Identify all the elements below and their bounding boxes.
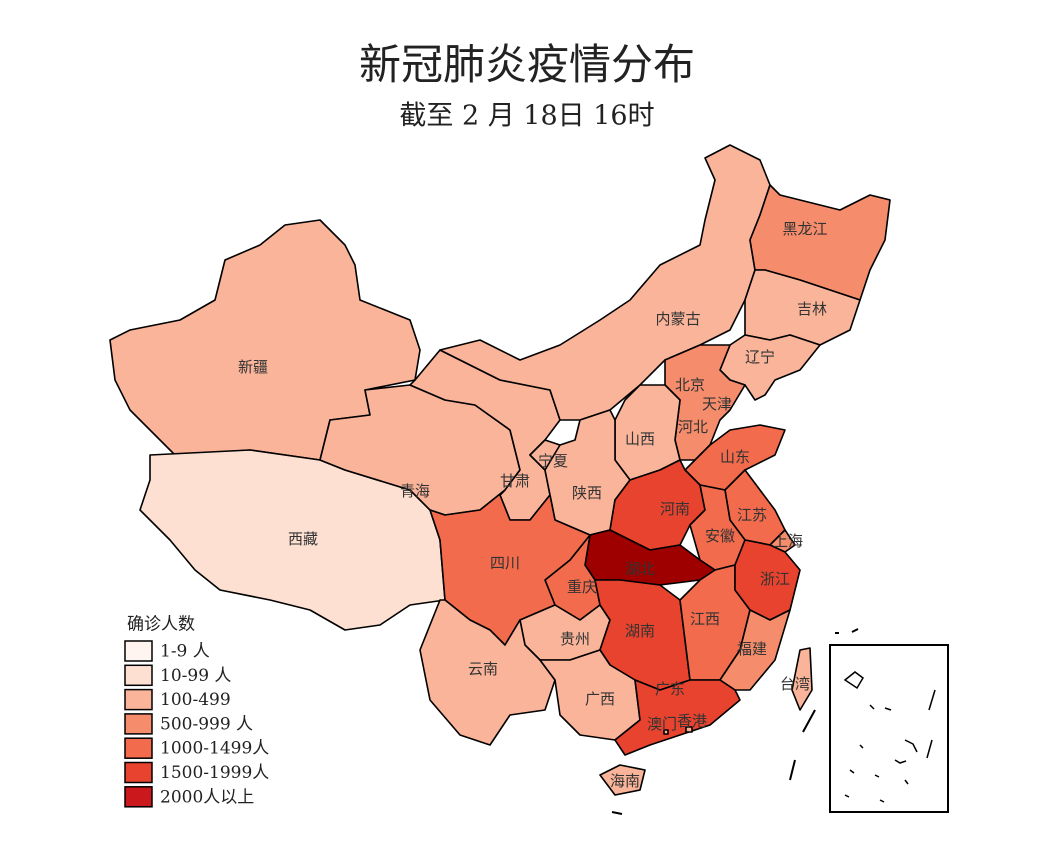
inset-frame xyxy=(829,644,949,813)
legend-title: 确诊人数 xyxy=(127,615,195,635)
province xyxy=(109,219,421,461)
legend-swatch xyxy=(124,786,153,808)
legend-swatch xyxy=(124,664,153,687)
legend-label: 100-499 xyxy=(160,690,231,710)
province-label: 新疆 xyxy=(238,358,268,376)
legend-swatch xyxy=(124,640,153,662)
province xyxy=(663,729,669,735)
province-label: 福建 xyxy=(737,640,767,658)
provinces xyxy=(109,144,891,796)
province-label: 四川 xyxy=(490,554,520,572)
province-label: 上海 xyxy=(773,532,803,550)
title: 新冠肺炎疫情分布 xyxy=(359,40,695,89)
province-label: 河南 xyxy=(660,500,690,518)
province-label: 安徽 xyxy=(705,527,735,545)
province-label: 澳门 xyxy=(647,715,677,733)
coast-marks xyxy=(611,628,859,815)
province-label: 天津 xyxy=(702,395,732,413)
province-label: 陕西 xyxy=(572,484,602,502)
south-sea-inset xyxy=(829,644,949,813)
province-label: 广东 xyxy=(655,680,685,698)
legend-label: 1000-1499人 xyxy=(160,739,269,759)
province-label: 江西 xyxy=(690,610,720,628)
legend-label: 1-9 人 xyxy=(160,642,210,662)
province-label: 湖南 xyxy=(625,622,655,640)
province-label: 宁夏 xyxy=(538,452,568,470)
province-label: 北京 xyxy=(675,376,705,394)
province-label: 青海 xyxy=(400,482,430,500)
province xyxy=(614,679,741,756)
province xyxy=(744,269,861,346)
subtitle: 截至 2 月 18日 16时 xyxy=(399,101,654,132)
province-label: 辽宁 xyxy=(745,348,775,366)
province-label: 香港 xyxy=(677,712,707,730)
province xyxy=(599,764,646,796)
legend-swatch xyxy=(124,713,153,735)
province-label: 重庆 xyxy=(567,578,597,596)
province xyxy=(791,647,813,711)
province-label: 湖北 xyxy=(625,560,655,578)
province-label: 内蒙古 xyxy=(655,310,700,328)
province-label: 河北 xyxy=(678,418,708,436)
province-label: 西藏 xyxy=(288,530,318,548)
province-label: 甘肃 xyxy=(500,472,530,490)
province-label: 台湾 xyxy=(780,675,810,693)
province-label: 广西 xyxy=(585,690,615,708)
legend-swatch xyxy=(124,688,153,711)
province-label: 黑龙江 xyxy=(782,220,827,238)
islands xyxy=(843,671,936,803)
legend-label: 10-99 人 xyxy=(160,666,231,686)
province xyxy=(685,726,693,733)
province-label: 贵州 xyxy=(560,630,590,648)
province-label: 山东 xyxy=(720,448,750,466)
province-label: 江苏 xyxy=(737,506,767,524)
legend-swatch xyxy=(124,737,153,759)
legend-label: 1500-1999人 xyxy=(160,763,269,783)
province-label: 山西 xyxy=(625,430,655,448)
legend-label: 2000人以上 xyxy=(160,787,254,807)
province-label: 海南 xyxy=(610,772,640,790)
legend-label: 500-999 人 xyxy=(160,714,253,734)
province-label: 浙江 xyxy=(760,570,790,588)
province-label: 吉林 xyxy=(797,300,827,318)
province-label: 云南 xyxy=(468,660,498,678)
legend-swatch xyxy=(124,761,153,784)
